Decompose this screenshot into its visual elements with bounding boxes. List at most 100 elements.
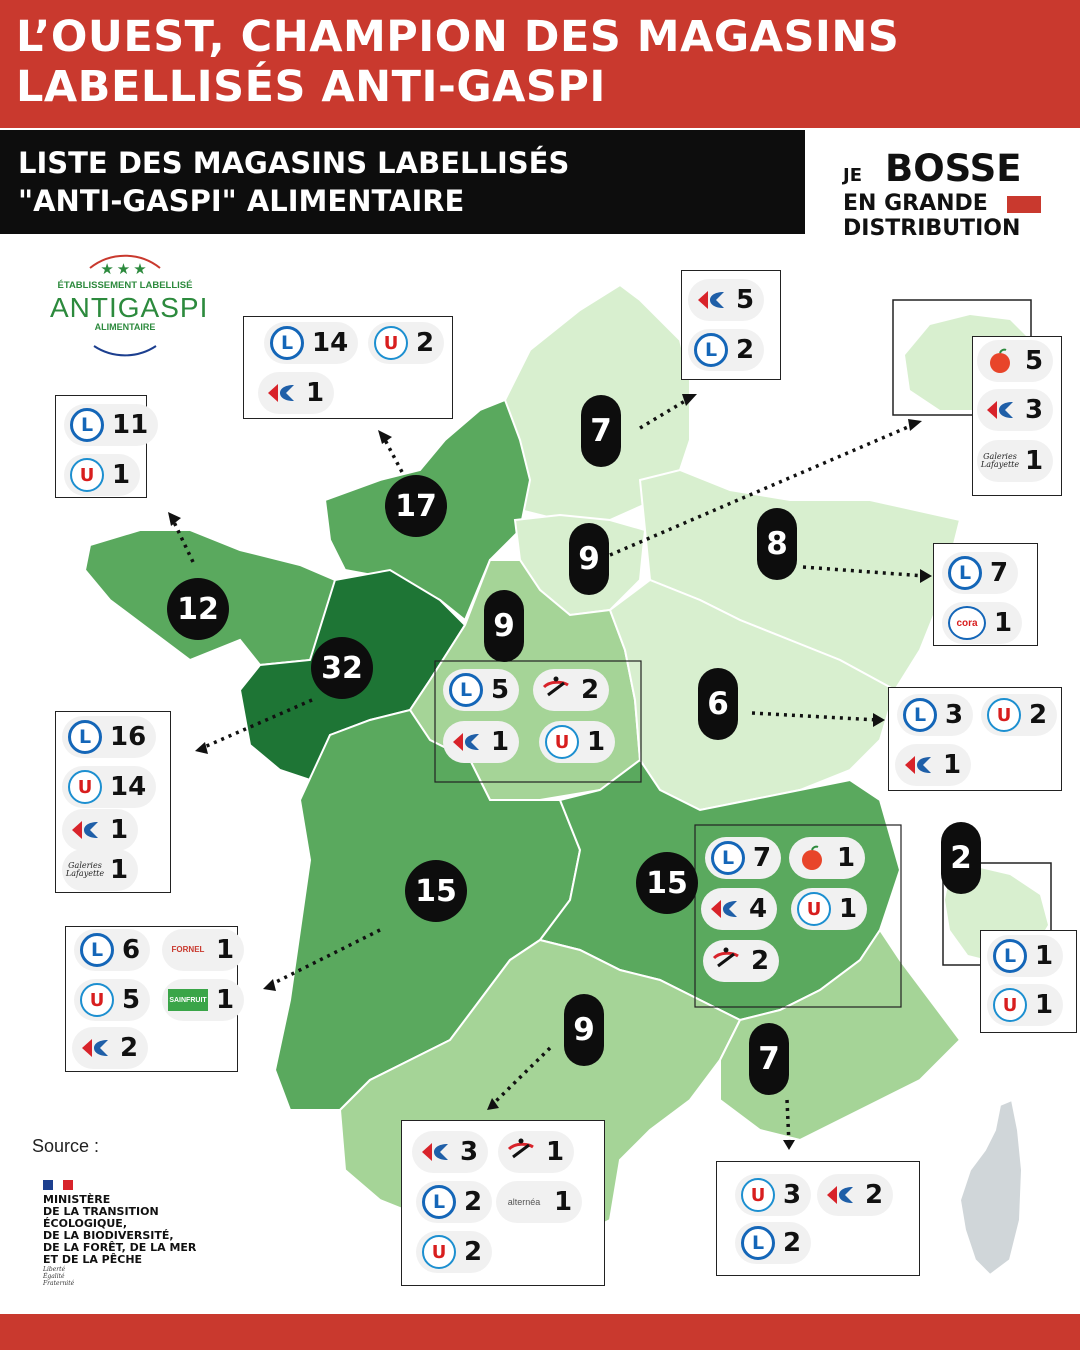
store-chip-carrefour: 2 — [817, 1174, 894, 1216]
brand-en-grande: EN GRANDE — [843, 191, 988, 216]
galeries-lafayette-logo: Galeries Lafayette — [65, 861, 105, 878]
title-line-1: L’OUEST, CHAMPION DES MAGASINS — [16, 12, 900, 62]
mousquetaires-logo — [539, 673, 573, 707]
store-chip-carrefour: 1 — [443, 721, 520, 763]
systeme-u-logo: U — [374, 326, 408, 360]
brand-red-block — [1007, 196, 1041, 213]
galeries-lafayette-logo: Galeries Lafayette — [980, 452, 1020, 469]
carrefour-logo — [418, 1135, 452, 1169]
store-chip-carrefour: 1 — [895, 744, 972, 786]
systeme-u-logo: U — [422, 1235, 456, 1269]
cora-logo: cora — [948, 606, 986, 640]
leclerc-logo: L — [80, 933, 114, 967]
alternea-logo: alternéa — [507, 1196, 541, 1207]
region-total-grand-est: 8 — [757, 508, 797, 580]
carrefour-logo — [264, 376, 298, 410]
region-total-bourgogne: 6 — [698, 668, 738, 740]
region-total-paca: 7 — [749, 1023, 789, 1095]
mousquetaires-logo — [709, 944, 743, 978]
systeme-u-logo: U — [70, 458, 104, 492]
store-chip-carrefour: 3 — [977, 389, 1054, 431]
badge-line-2: ANTIGASPI — [50, 292, 209, 323]
subtitle-line-1: LISTE DES MAGASINS LABELLISÉS — [18, 146, 570, 180]
store-chip-leclerc: L 16 — [62, 716, 157, 758]
brand-bosse: BOSSE — [885, 147, 1022, 190]
systeme-u-logo: U — [545, 725, 579, 759]
store-chip-systeme-u: U 14 — [62, 766, 157, 808]
leclerc-logo: L — [270, 326, 304, 360]
systeme-u-logo: U — [741, 1178, 775, 1212]
leclerc-logo: L — [694, 333, 728, 367]
store-chip-carrefour: 5 — [688, 279, 765, 321]
store-chip-alternea: alternéa 1 — [496, 1181, 583, 1223]
leclerc-logo: L — [711, 841, 745, 875]
carrefour-logo — [68, 813, 102, 847]
subtitle-line-2: "ANTI-GASPI" ALIMENTAIRE — [18, 184, 465, 218]
fornel-logo: FORNEL — [171, 945, 205, 954]
store-chip-cora: cora 1 — [942, 602, 1023, 644]
carrefour-logo — [983, 393, 1017, 427]
store-chip-carrefour: 1 — [258, 372, 335, 414]
carrefour-logo — [694, 283, 728, 317]
region-total-centre: 9 — [484, 590, 524, 662]
store-chip-carrefour: 4 — [701, 888, 778, 930]
store-chip-mousquetaires: 2 — [703, 940, 780, 982]
systeme-u-logo: U — [797, 892, 831, 926]
store-chip-galeries: Galeries Lafayette 1 — [977, 440, 1054, 482]
carrefour-logo — [707, 892, 741, 926]
brand-je: JE — [843, 165, 862, 186]
region-total-normandie: 17 — [385, 475, 447, 537]
region-total-reunion: 2 — [941, 822, 981, 894]
store-chip-galeries: Galeries Lafayette 1 — [62, 849, 139, 891]
badge-line-3: ALIMENTAIRE — [94, 322, 156, 332]
source-label: Source : — [32, 1136, 100, 1156]
flag-icon — [43, 1180, 73, 1190]
region-total-bretagne: 12 — [167, 578, 229, 640]
leclerc-logo: L — [741, 1226, 775, 1260]
leclerc-logo: L — [993, 939, 1027, 973]
title-line-2: LABELLISÉS ANTI-GASPI — [16, 62, 606, 112]
stores-box-pays-de-la-loire: L 16 U 14 1 Galeries Lafayette 1 — [55, 711, 171, 893]
apple-logo — [795, 841, 829, 875]
store-chip-mousquetaires: 1 — [498, 1131, 575, 1173]
sainfruit-logo: SAINFRUIT — [168, 989, 208, 1011]
store-chip-fornel: FORNEL 1 — [162, 929, 245, 971]
stores-box-ile-de-france: 5 3 Galeries Lafayette 1 — [972, 336, 1062, 496]
store-chip-mousquetaires: 2 — [533, 669, 610, 711]
systeme-u-logo: U — [68, 770, 102, 804]
systeme-u-logo: U — [987, 698, 1021, 732]
store-chip-auchan: 5 — [977, 340, 1054, 382]
store-chip-sainfruit: SAINFRUIT 1 — [162, 979, 245, 1021]
region-total-nouvelle-aquitaine: 15 — [405, 860, 467, 922]
footer-banner — [0, 1314, 1080, 1350]
carrefour-logo — [78, 1031, 112, 1065]
leclerc-logo: L — [70, 408, 104, 442]
systeme-u-logo: U — [80, 983, 114, 1017]
apple-logo — [983, 344, 1017, 378]
ministry-name: MINISTÈRE DE LA TRANSITION ÉCOLOGIQUE, D… — [43, 1193, 197, 1266]
region-corse — [958, 1098, 1024, 1277]
carrefour-logo — [823, 1178, 857, 1212]
